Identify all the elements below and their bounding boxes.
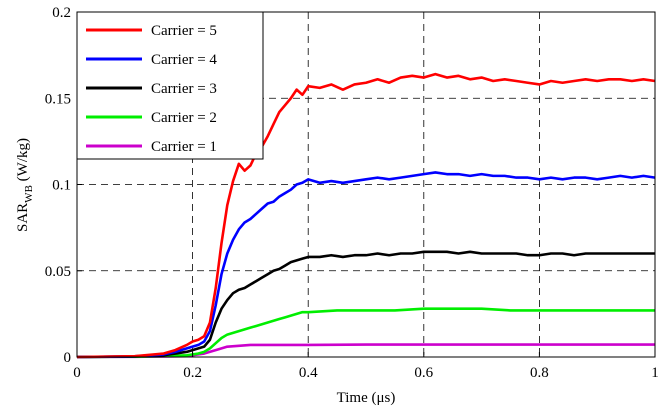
x-tick-label: 0.8 [530,365,549,381]
series-line-carrier-2 [76,307,655,359]
axis-ticks: 0 0.2 0.4 0.6 0.8 1 0 0.05 0.1 0.15 0.2 [45,5,659,381]
legend-label-carrier-3: Carrier = 3 [151,81,217,97]
legend-label-carrier-4: Carrier = 4 [151,52,217,68]
y-axis-title-subscript: WB [23,185,35,203]
x-tick-label: 1 [651,365,659,381]
y-tick-label: 0.1 [52,178,71,194]
x-axis-title: Time (μs) [337,390,396,406]
y-axis-title-unit: (W/kg) [15,138,31,185]
series-line-carrier-3 [76,250,655,359]
y-tick-label: 0.05 [45,264,71,280]
legend-box [76,11,264,160]
x-tick-label: 0.2 [183,365,202,381]
x-tick-label: 0 [73,365,81,381]
legend-label-carrier-2: Carrier = 2 [151,110,217,126]
x-tick-label: 0.4 [299,365,318,381]
y-axis-title-main: SAR [15,203,31,232]
legend: Carrier = 5 Carrier = 4 Carrier = 3 Carrier… [76,11,264,160]
y-axis-title: SARWB (W/kg) [15,138,35,232]
y-tick-label: 0 [64,350,72,366]
x-tick-label: 0.6 [414,365,433,381]
y-tick-label: 0.15 [45,91,71,107]
series-line-carrier-4 [76,171,656,359]
series-lines [76,72,656,359]
series-line-carrier-5 [76,72,656,359]
legend-label-carrier-5: Carrier = 5 [151,23,217,39]
legend-label-carrier-1: Carrier = 1 [151,139,217,155]
y-tick-label: 0.2 [52,5,71,21]
